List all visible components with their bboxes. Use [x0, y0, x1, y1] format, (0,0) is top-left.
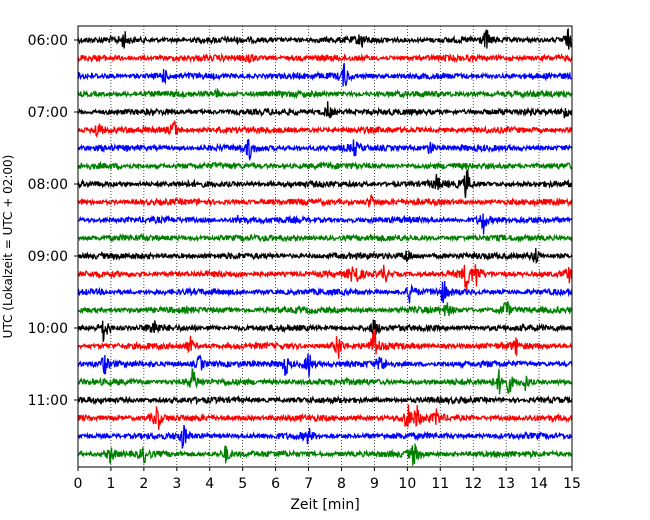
- x-tick-label: 0: [74, 476, 83, 492]
- y-tick-label: 06:00: [28, 33, 68, 49]
- x-tick-label: 15: [563, 476, 581, 492]
- trace-22: [77, 424, 573, 449]
- trace-9: [77, 194, 573, 208]
- x-tick-label: 11: [431, 476, 449, 492]
- x-tick-label: 14: [530, 476, 548, 492]
- trace-3: [77, 88, 573, 100]
- y-tick-label: 11:00: [28, 393, 68, 409]
- x-tick-label: 5: [238, 476, 247, 492]
- trace-17: [77, 328, 573, 359]
- trace-8: [77, 169, 573, 199]
- x-tick-label: 1: [106, 476, 115, 492]
- trace-6: [77, 139, 573, 162]
- trace-20: [77, 394, 573, 406]
- x-axis-ticks: 0 1 2 3 4 5 6 7 8 9 10 11 12 13 14 15: [74, 467, 581, 492]
- trace-5: [77, 120, 573, 138]
- trace-18: [77, 353, 573, 377]
- x-tick-label: 3: [172, 476, 181, 492]
- x-tick-label: 9: [370, 476, 379, 492]
- y-tick-label: 07:00: [28, 105, 68, 121]
- trace-15: [77, 301, 573, 317]
- trace-19: [77, 368, 573, 395]
- x-tick-label: 4: [205, 476, 214, 492]
- y-tick-label: 10:00: [28, 321, 68, 337]
- seismic-traces: [77, 27, 573, 466]
- trace-1: [77, 52, 573, 64]
- x-tick-label: 12: [464, 476, 482, 492]
- x-tick-label: 8: [337, 476, 346, 492]
- trace-0: [77, 27, 573, 50]
- trace-16: [77, 319, 573, 342]
- trace-12: [77, 247, 573, 265]
- trace-21: [77, 404, 573, 430]
- plot-frame: [77, 25, 573, 468]
- x-axis-title: Zeit [min]: [290, 497, 359, 513]
- y-tick-label: 09:00: [28, 249, 68, 265]
- x-tick-label: 13: [497, 476, 515, 492]
- x-tick-label: 2: [139, 476, 148, 492]
- x-tick-label: 7: [304, 476, 313, 492]
- x-tick-label: 10: [398, 476, 416, 492]
- trace-4: [77, 101, 573, 119]
- trace-2: [77, 62, 573, 87]
- trace-23: [77, 443, 573, 466]
- y-axis-ticks: 06:00 07:00 08:00 09:00 10:00 11:00: [28, 33, 78, 409]
- trace-10: [77, 213, 573, 235]
- trace-7: [77, 160, 573, 172]
- x-tick-label: 6: [271, 476, 280, 492]
- y-tick-label: 08:00: [28, 177, 68, 193]
- trace-14: [77, 280, 573, 304]
- trace-13: [77, 264, 573, 291]
- trace-11: [77, 232, 573, 243]
- y-axis-title: UTC (Lokalzeit = UTC + 02:00): [1, 155, 15, 339]
